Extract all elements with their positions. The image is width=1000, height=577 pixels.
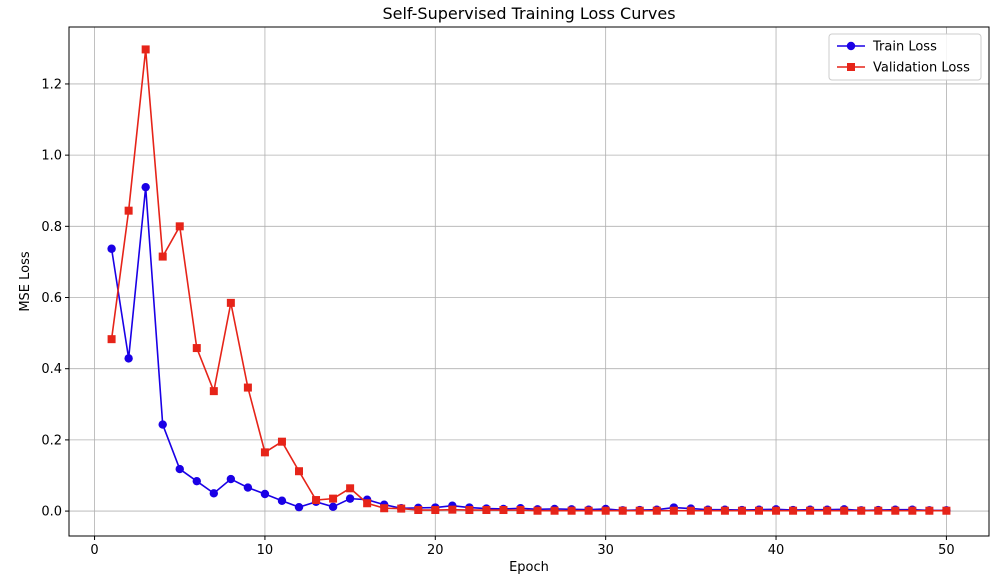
y-axis-label: MSE Loss [18,251,33,312]
data-point [380,504,389,513]
legend-marker [846,41,856,51]
y-tick-label: 0.4 [41,362,62,377]
legend-label: Train Loss [872,40,937,55]
data-point [686,506,695,515]
data-point [601,506,610,515]
legend-marker [847,63,855,71]
x-tick-label: 0 [90,543,98,558]
legend-label: Validation Loss [873,61,970,76]
data-point [499,506,508,515]
data-point [925,506,934,515]
data-point [192,344,201,353]
data-point [414,506,423,515]
ticks: 0 10 20 30 40 50 0.0 0.2 0.4 0.6 0.8 1.0 1.2 [41,77,954,558]
x-tick-label: 40 [768,543,785,558]
data-point [192,476,201,486]
data-point [448,505,457,514]
data-point [891,506,900,515]
data-point [652,506,661,515]
data-point [755,506,763,515]
grid [69,27,989,536]
data-point [567,506,576,515]
data-point [243,383,252,392]
data-point [874,506,883,515]
data-point [465,506,474,515]
plot-frame [68,26,990,537]
data-point [431,506,440,515]
data-point [141,45,150,54]
data-point [720,506,729,515]
series-line [110,49,947,512]
data-point [107,244,116,253]
x-axis-label: Epoch [509,560,549,575]
data-point [260,448,269,457]
data-point [107,335,116,344]
data-point [209,489,219,498]
data-point [635,506,644,515]
chart-title: Self-Supervised Training Loss Curves [382,4,675,23]
data-point [175,222,184,231]
data-point [516,506,525,515]
data-point [942,506,951,515]
y-tick-label: 0.0 [41,505,62,520]
data-point [737,506,746,515]
data-point [703,506,712,515]
data-point [209,387,218,396]
data-point [243,483,253,492]
y-tick-label: 0.6 [41,291,62,306]
data-point [277,496,287,505]
data-point [345,494,355,503]
data-point [277,437,286,446]
data-point [618,506,627,515]
data-point [295,467,303,476]
data-point [908,506,917,515]
data-point [312,496,321,505]
x-tick-label: 20 [427,543,444,558]
data-point [789,506,798,515]
train-loss-series [107,182,951,515]
legend: Train Loss Validation Loss [828,33,982,81]
data-point [346,484,355,493]
validation-loss-series [107,45,951,515]
data-point [260,489,270,499]
x-tick-label: 10 [257,543,274,558]
data-point [124,206,133,215]
y-tick-label: 1.0 [41,149,62,164]
data-point [857,506,866,515]
data-point [226,298,235,307]
data-point [363,499,372,508]
data-point [550,506,559,515]
legend-box [828,33,982,81]
legend-item: Train Loss [837,40,937,55]
data-point [124,354,133,363]
x-tick-label: 30 [597,543,614,558]
data-point [823,506,832,515]
data-point [482,506,491,515]
data-point [158,420,167,429]
y-tick-label: 0.8 [41,220,62,235]
data-point [175,464,184,474]
data-point [226,474,236,484]
data-point [158,252,167,261]
legend-item: Validation Loss [837,61,970,76]
data-point [294,502,304,512]
y-tick-label: 0.2 [41,433,62,448]
data-point [584,506,593,515]
data-point [806,506,815,515]
y-tick-label: 1.2 [41,77,62,92]
data-point [533,506,542,515]
series-layer [107,45,951,515]
data-point [397,504,406,513]
data-point [328,502,338,512]
data-point [141,182,150,192]
data-point [669,506,678,515]
x-tick-label: 50 [938,543,955,558]
data-point [772,506,781,515]
data-point [840,506,849,515]
series-line [110,187,947,512]
data-point [329,494,338,503]
